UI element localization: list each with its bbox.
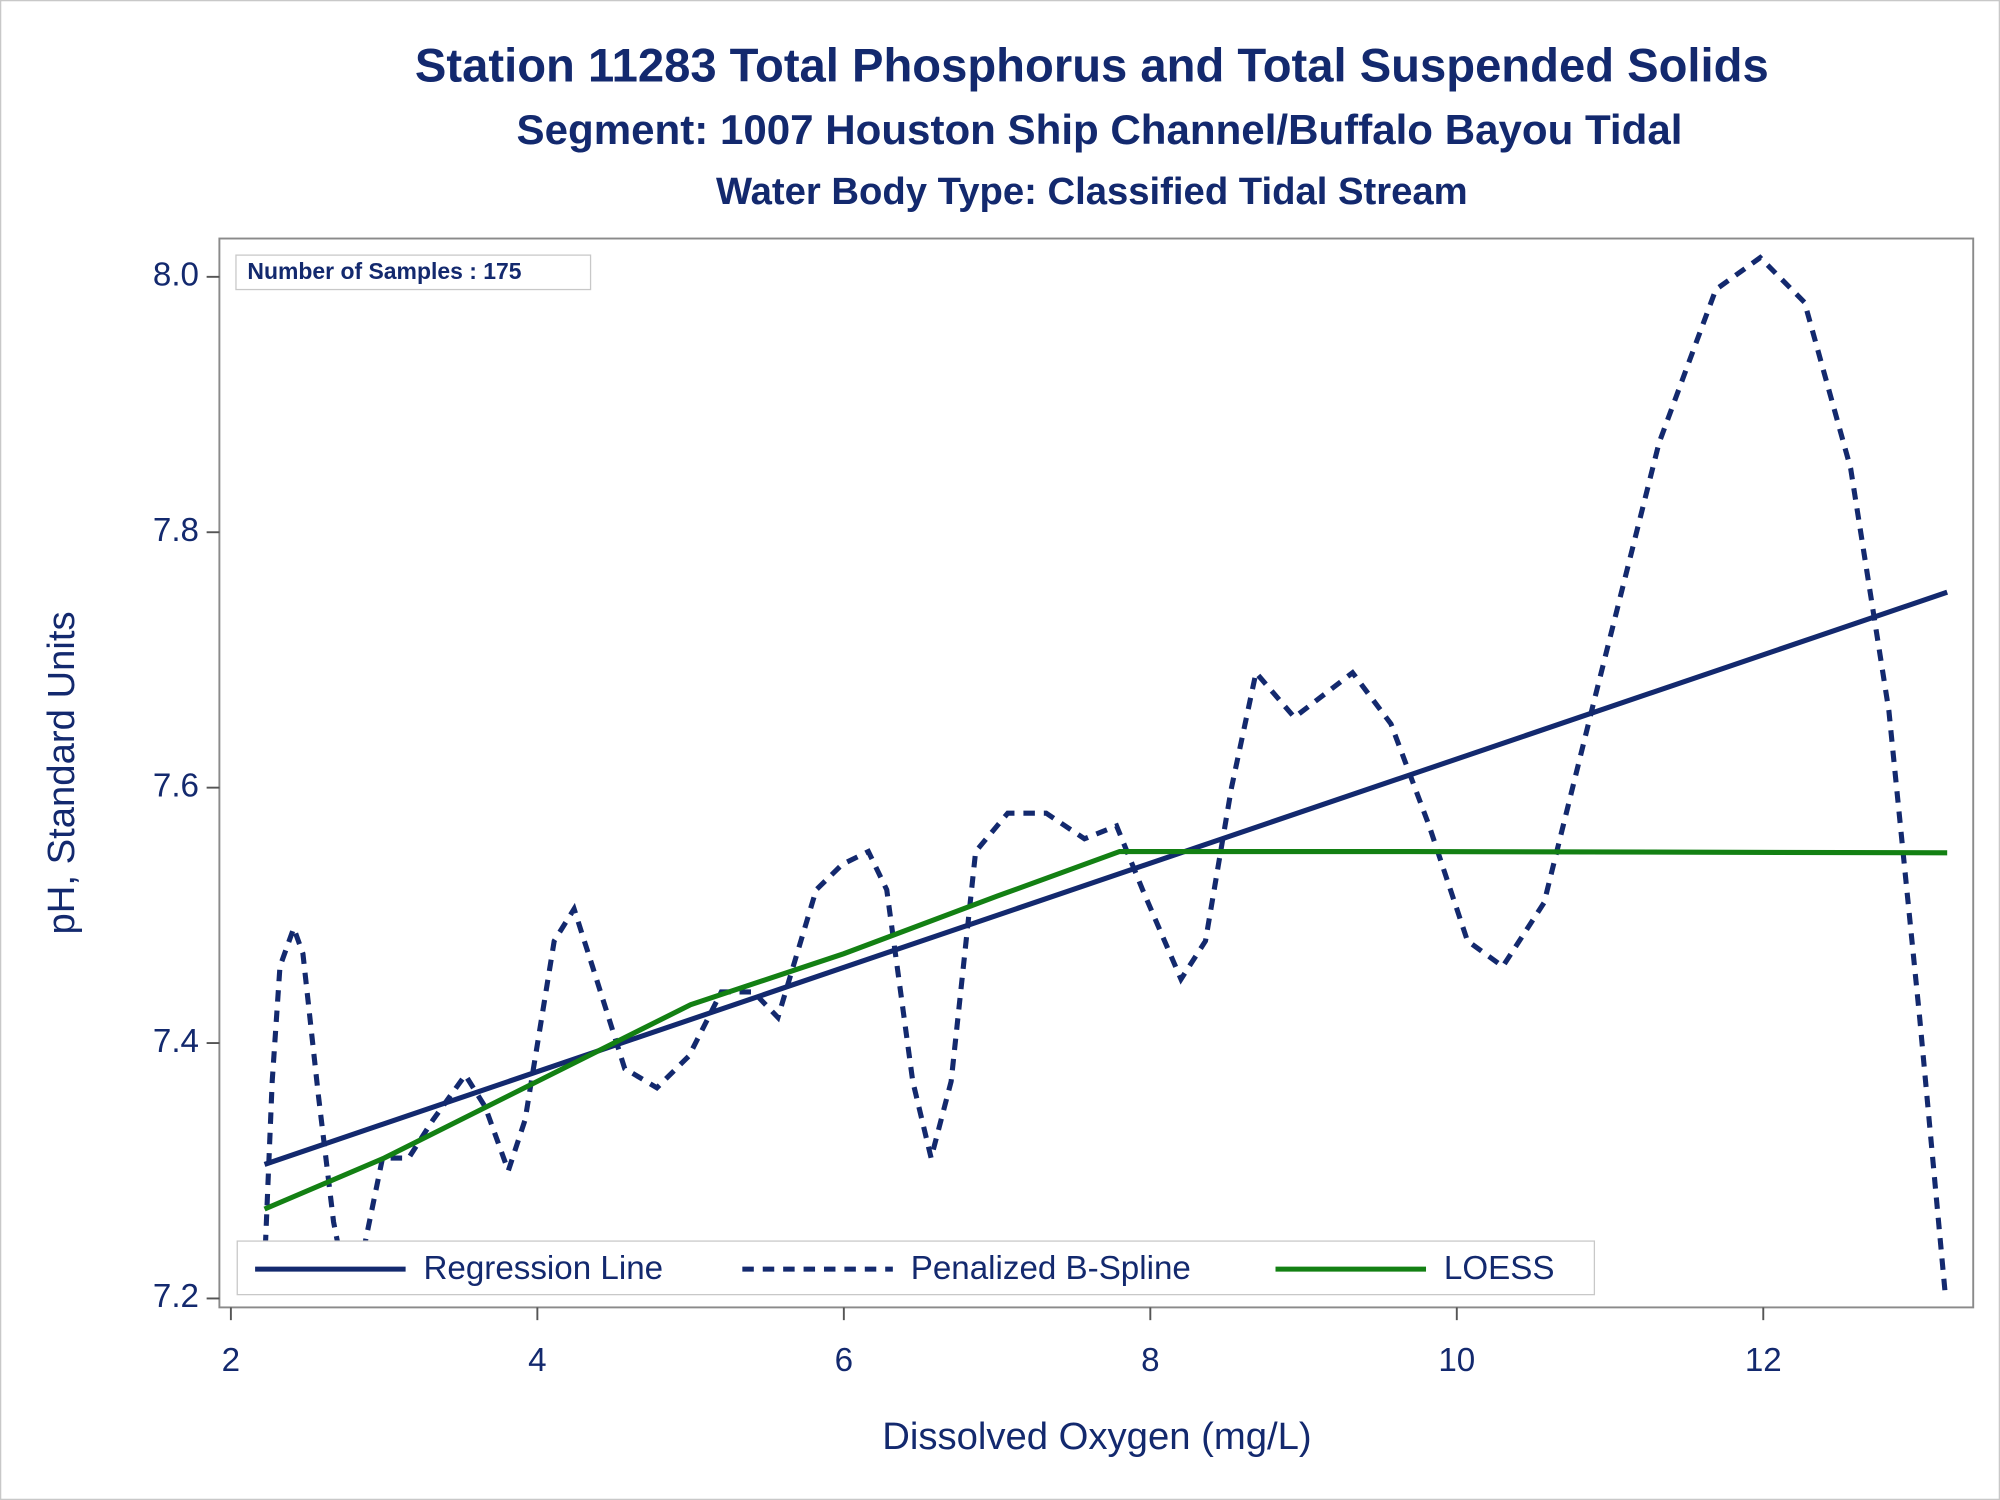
legend-label: Penalized B-Spline — [911, 1250, 1191, 1287]
y-tick-label: 7.6 — [153, 767, 199, 804]
chart-title: Station 11283 Total Phosphorus and Total… — [415, 39, 1769, 92]
y-tick-label: 7.2 — [153, 1278, 199, 1315]
chart-subtitle: Water Body Type: Classified Tidal Stream — [716, 170, 1468, 213]
legend-label: Regression Line — [423, 1250, 663, 1287]
y-tick-label: 7.4 — [153, 1023, 199, 1060]
annotation-box — [235, 254, 592, 291]
legend-label: LOESS — [1444, 1250, 1555, 1287]
series-line — [261, 254, 1949, 1302]
plot-frame — [218, 237, 1975, 1309]
x-tick-label: 2 — [222, 1342, 240, 1379]
x-axis-label: Dissolved Oxygen (mg/L) — [882, 1415, 1311, 1458]
x-tick-label: 10 — [1438, 1342, 1475, 1379]
y-tick-label: 8.0 — [153, 257, 199, 294]
x-tick-label: 6 — [835, 1342, 853, 1379]
series-line — [263, 848, 1948, 1212]
annotation: Number of Samples : 175 — [247, 258, 521, 284]
chart-subtitle: Segment: 1007 Houston Ship Channel/Buffa… — [517, 106, 1683, 153]
x-tick-label: 4 — [528, 1342, 546, 1379]
series-line — [263, 589, 1949, 1167]
x-tick-label: 12 — [1745, 1342, 1782, 1379]
y-tick-label: 7.8 — [153, 512, 199, 549]
y-axis-label: pH, Standard Units — [40, 611, 83, 934]
x-tick-label: 8 — [1141, 1342, 1159, 1379]
